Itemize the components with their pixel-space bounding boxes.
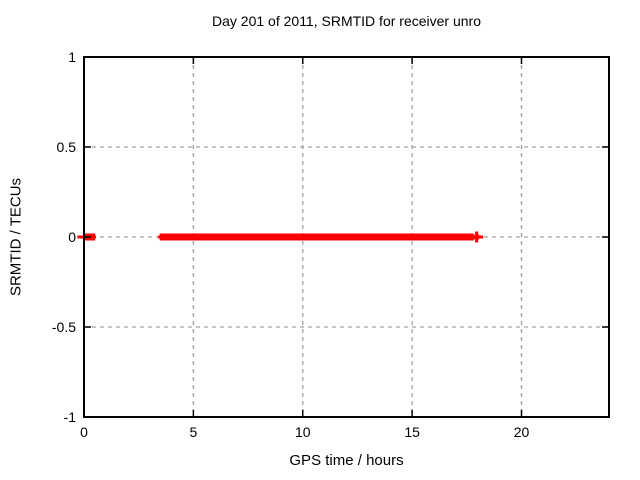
y-tick-label: -0.5 <box>51 319 76 335</box>
x-tick-label: 10 <box>294 424 311 440</box>
x-tick-label: 15 <box>404 424 420 440</box>
chart-title: Day 201 of 2011, SRMTID for receiver unr… <box>212 13 481 29</box>
y-tick-label: 0 <box>68 229 76 245</box>
data-point-band <box>159 233 474 241</box>
x-axis-label: GPS time / hours <box>289 452 404 469</box>
y-tick-label: 1 <box>68 49 76 65</box>
x-tick-label: 0 <box>80 424 88 440</box>
y-tick-label: -1 <box>63 409 76 425</box>
y-tick-label: 0.5 <box>56 139 76 155</box>
x-tick-label: 5 <box>189 424 198 440</box>
data-point-marker <box>474 234 480 240</box>
x-tick-label: 20 <box>513 424 530 440</box>
